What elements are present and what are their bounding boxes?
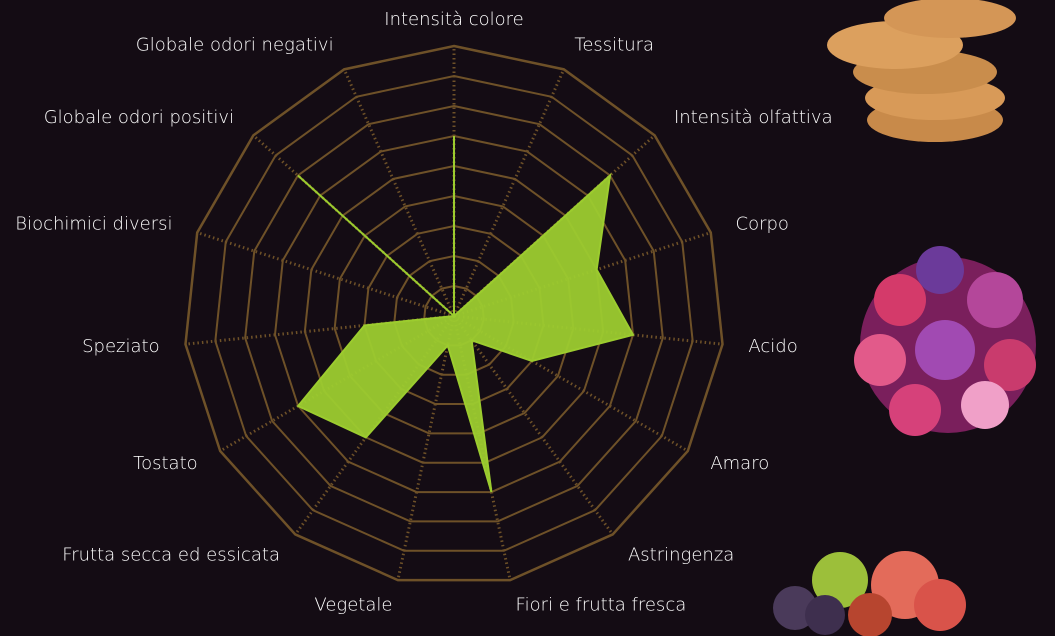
axis-label: Frutta secca ed essicata (62, 544, 280, 565)
axis-label: Speziato (82, 336, 159, 357)
axis-label: Globale odori negativi (136, 35, 334, 56)
cookies-image (827, 0, 1016, 142)
axis-label: Vegetale (314, 595, 392, 616)
axis-label: Biochimici diversi (15, 214, 172, 235)
axis-label: Astringenza (628, 544, 734, 565)
axis-label: Fiori e frutta fresca (516, 595, 687, 616)
axis-label: Intensità colore (384, 9, 523, 30)
page: {"chart_data": {"type": "radar", "catego… (0, 0, 1055, 636)
axis-label: Intensità olfattiva (674, 107, 833, 128)
axis-label: Globale odori positivi (44, 107, 234, 128)
axis-label: Corpo (736, 214, 789, 235)
axis-line (344, 69, 454, 316)
axis-label: Amaro (710, 453, 769, 474)
flowers-image (854, 246, 1036, 436)
chart: Intensità colore Tessitura Intensità olfat… (0, 0, 1055, 636)
axis-label: Tostato (133, 453, 198, 474)
radar-area (298, 136, 633, 492)
axis-label: Tessitura (574, 35, 654, 56)
fruit-image (773, 551, 966, 636)
axis-label: Acido (748, 336, 797, 357)
